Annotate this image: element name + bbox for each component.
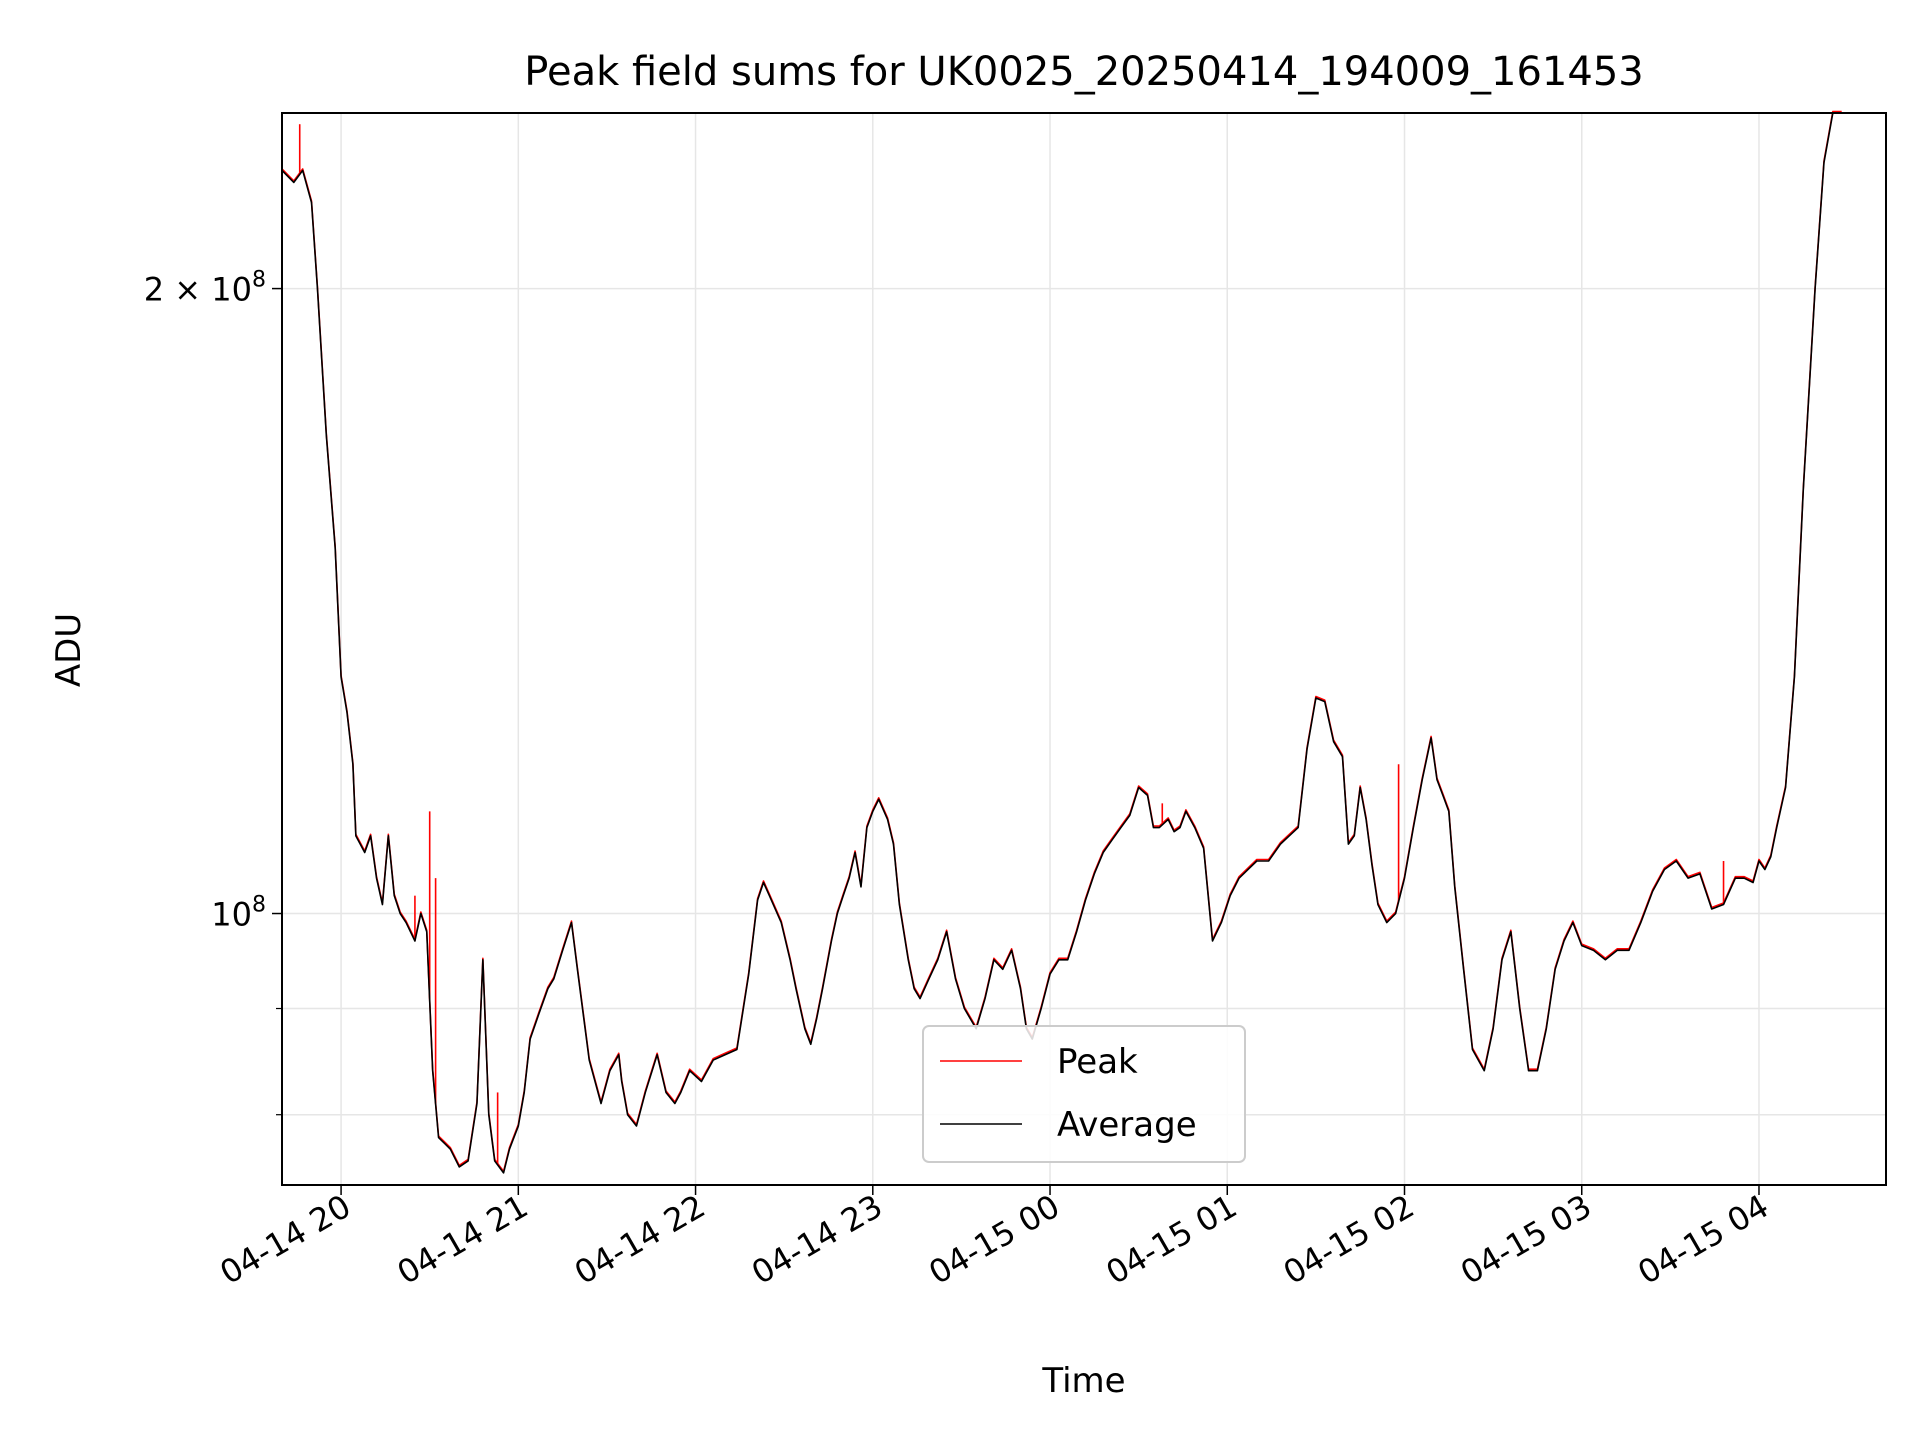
x-axis-label: Time [1041,1361,1125,1401]
peak-series-line [281,110,1842,1173]
series-layer [281,110,1842,1174]
y-axis: 108 2 × 108 [144,268,282,1116]
y-axis-label: ADU [49,613,89,687]
average-series-line [281,112,1842,1174]
y-tick-label: 2 × 108 [144,268,266,309]
chart-title: Peak field sums for UK0025_20250414_1940… [524,49,1643,95]
legend-label-average: Average [1057,1105,1197,1145]
legend: Peak Average [922,1025,1246,1163]
legend-box [922,1025,1246,1163]
legend-label-peak: Peak [1057,1042,1138,1082]
plot-frame [281,112,1887,1186]
y-tick-label: 108 [211,893,266,934]
grid [282,113,1886,1185]
